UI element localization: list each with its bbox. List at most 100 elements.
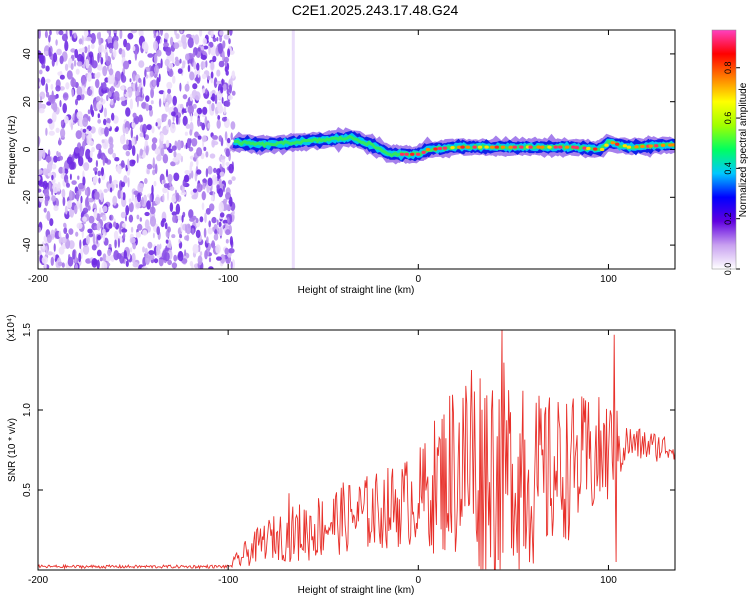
noise-cell xyxy=(162,153,169,164)
noise-cell xyxy=(143,194,148,204)
noise-cell xyxy=(71,88,75,98)
noise-cell xyxy=(78,38,83,45)
noise-cell xyxy=(171,262,178,269)
noise-cell xyxy=(202,106,208,115)
noise-cell xyxy=(45,65,50,72)
snr-panel: -200 -100 0 100 0.5 1.0 1.5 (x10⁴) Height of s… xyxy=(6,314,676,596)
noise-cell xyxy=(208,45,211,56)
noise-cell xyxy=(138,77,142,84)
noise-cell xyxy=(222,185,225,193)
noise-cell xyxy=(220,86,224,94)
noise-cell xyxy=(228,163,234,174)
noise-cell xyxy=(207,165,213,175)
noise-cell xyxy=(55,127,60,133)
noise-cell xyxy=(45,155,52,163)
noise-cell xyxy=(201,135,207,143)
noise-cell xyxy=(129,98,133,110)
noise-cell xyxy=(224,100,231,107)
ridge-peak xyxy=(626,145,632,149)
noise-cell xyxy=(114,157,120,162)
noise-cell xyxy=(92,233,96,245)
noise-cell xyxy=(181,34,187,45)
noise-cell xyxy=(45,78,51,84)
noise-cell xyxy=(211,89,216,95)
colorbar-gradient xyxy=(712,30,736,269)
noise-cell xyxy=(221,116,227,122)
ridge-peak xyxy=(558,145,563,149)
noise-cell xyxy=(223,83,227,92)
noise-cell xyxy=(216,184,220,190)
noise-cell xyxy=(135,81,138,92)
noise-cell xyxy=(103,188,108,193)
noise-cell xyxy=(136,214,140,220)
noise-cell xyxy=(59,74,65,80)
noise-cell xyxy=(205,151,209,158)
noise-cell xyxy=(85,188,88,196)
noise-cell xyxy=(213,77,218,89)
noise-cell xyxy=(79,239,82,250)
noise-cell xyxy=(62,166,65,176)
noise-cell xyxy=(106,30,111,34)
noise-cell xyxy=(64,115,69,125)
noise-cell xyxy=(192,188,198,193)
noise-cell xyxy=(194,77,200,82)
noise-cell xyxy=(199,251,203,256)
noise-cell xyxy=(151,137,158,144)
noise-cell xyxy=(77,53,83,63)
noise-cell xyxy=(166,190,170,201)
noise-cell xyxy=(51,174,54,181)
noise-cell xyxy=(219,212,225,218)
noise-cell xyxy=(61,262,65,268)
noise-cell xyxy=(102,81,107,91)
noise-cell xyxy=(113,230,119,240)
noise-cell xyxy=(98,44,105,53)
noise-cell xyxy=(76,222,83,229)
noise-cell xyxy=(120,190,124,201)
noise-cell xyxy=(182,60,186,69)
noise-cell xyxy=(154,163,158,175)
noise-cell xyxy=(80,195,83,204)
noise-cell xyxy=(92,73,96,79)
noise-cell xyxy=(43,189,50,198)
noise-cell xyxy=(152,232,155,239)
noise-cell xyxy=(120,181,126,188)
x-tick-label: 0 xyxy=(416,575,422,586)
noise-cell xyxy=(112,179,118,186)
noise-cell xyxy=(44,30,48,39)
noise-cell xyxy=(191,228,195,235)
noise-cell xyxy=(185,123,191,129)
noise-cell xyxy=(61,188,66,199)
noise-cell xyxy=(112,152,117,159)
noise-cell xyxy=(61,33,68,42)
noise-cell xyxy=(121,228,128,233)
noise-cell xyxy=(50,256,54,266)
noise-cell xyxy=(91,258,98,268)
noise-cell xyxy=(101,261,108,269)
noise-cell xyxy=(48,34,51,43)
noise-cell xyxy=(210,30,214,38)
noise-cell xyxy=(170,123,176,134)
ridge-peak xyxy=(399,152,405,156)
noise-cell xyxy=(229,30,233,36)
noise-cell xyxy=(123,60,130,70)
noise-cell xyxy=(109,214,112,221)
noise-cell xyxy=(227,48,231,58)
noise-cell xyxy=(58,246,65,255)
noise-cell xyxy=(87,205,91,211)
noise-cell xyxy=(96,222,101,231)
noise-cell xyxy=(87,156,93,163)
noise-cell xyxy=(58,166,64,174)
noise-cell xyxy=(189,71,195,81)
noise-cell xyxy=(182,94,188,100)
noise-cell xyxy=(207,177,213,187)
noise-cell xyxy=(58,30,64,36)
noise-cell xyxy=(103,107,107,118)
noise-cell xyxy=(102,214,107,222)
noise-cell xyxy=(144,178,148,184)
noise-cell xyxy=(230,132,233,140)
noise-cell xyxy=(79,201,83,213)
noise-cell xyxy=(111,112,115,121)
noise-cell xyxy=(122,192,126,201)
noise-cell xyxy=(123,250,128,259)
